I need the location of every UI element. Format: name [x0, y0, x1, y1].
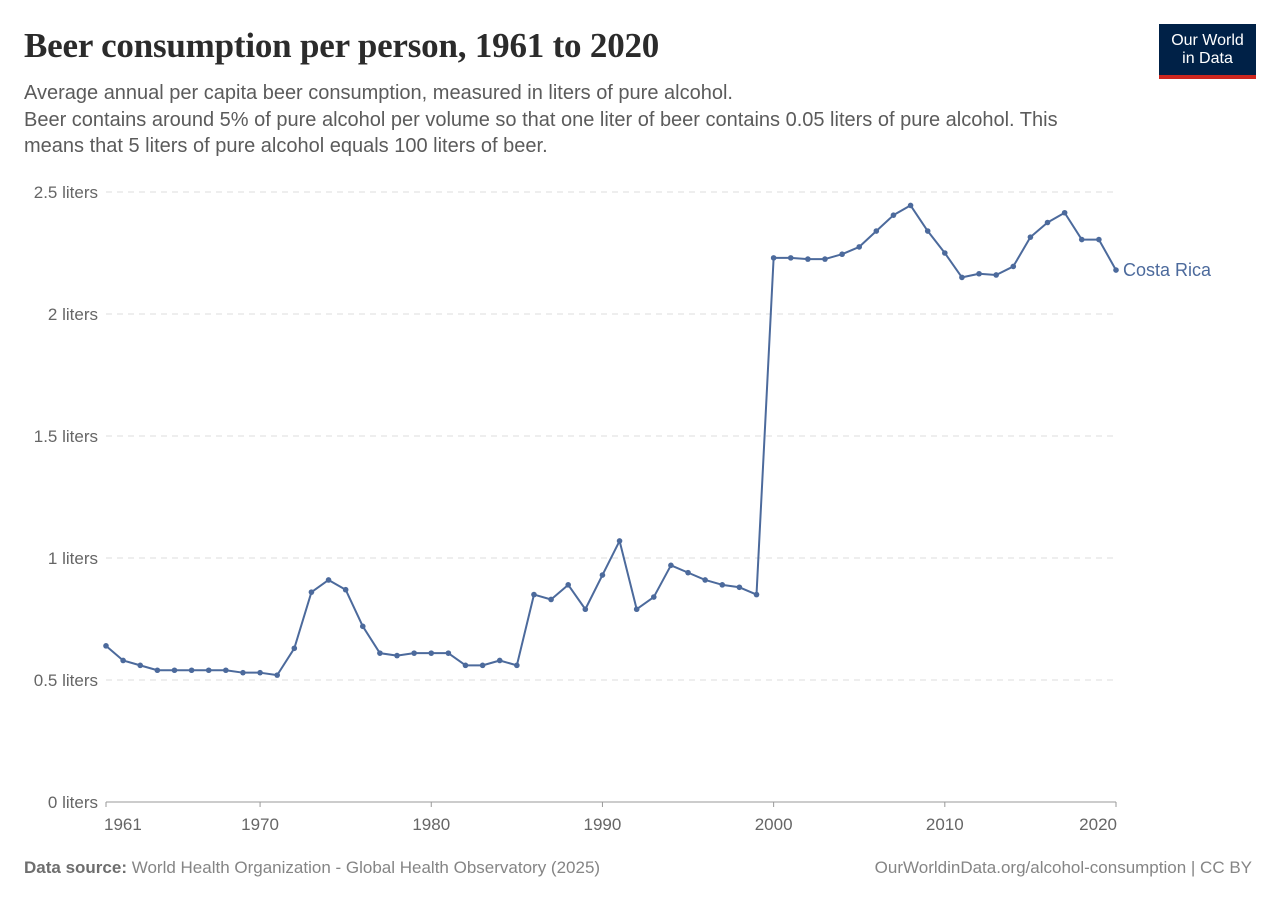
data-point[interactable]	[668, 562, 674, 569]
data-point[interactable]	[890, 212, 897, 218]
x-tick-label: 2020	[1079, 815, 1117, 834]
data-point[interactable]	[582, 606, 589, 613]
y-tick-label: 1 liters	[48, 549, 98, 568]
data-point[interactable]	[240, 669, 246, 676]
x-tick-label: 2000	[755, 815, 793, 834]
data-point[interactable]	[719, 582, 726, 588]
data-point[interactable]	[411, 650, 417, 656]
data-point[interactable]	[633, 606, 640, 613]
data-point[interactable]	[257, 669, 263, 676]
data-point[interactable]	[753, 591, 760, 598]
data-point[interactable]	[171, 667, 178, 674]
data-point[interactable]	[188, 667, 195, 674]
source-url[interactable]: OurWorldinData.org/alcohol-consumption |…	[874, 858, 1252, 877]
data-point[interactable]	[120, 657, 126, 664]
x-axis: 1961 1970 1980 1990 2000 2010 2020	[104, 801, 1117, 834]
data-point[interactable]	[787, 255, 794, 261]
data-point[interactable]	[274, 672, 280, 678]
data-point[interactable]	[223, 667, 229, 674]
data-series[interactable]: Costa Rica	[103, 202, 1212, 678]
data-point[interactable]	[942, 250, 948, 256]
y-tick-label: 0.5 liters	[34, 671, 98, 690]
data-point[interactable]	[394, 652, 400, 659]
data-point[interactable]	[907, 202, 914, 209]
y-axis-labels: 0 liters 0.5 liters 1 liters 1.5 liters 2 li…	[34, 183, 98, 812]
data-point[interactable]	[565, 582, 572, 588]
x-tick-label: 1980	[412, 815, 450, 834]
data-point[interactable]	[342, 586, 349, 593]
logo-line-1: Our World	[1171, 31, 1244, 49]
owid-logo[interactable]: Our World in Data	[1159, 24, 1256, 79]
y-tick-label: 2 liters	[48, 305, 98, 324]
data-point[interactable]	[462, 662, 469, 669]
data-point[interactable]	[377, 650, 383, 656]
data-point[interactable]	[873, 228, 880, 234]
data-source-label: Data source:	[24, 858, 127, 877]
subtitle-line-2: Beer contains around 5% of pure alcohol …	[24, 108, 1058, 158]
data-point[interactable]	[1113, 267, 1119, 273]
data-point[interactable]	[428, 650, 435, 656]
data-point[interactable]	[1044, 219, 1051, 226]
data-point[interactable]	[924, 228, 931, 234]
x-tick-label: 1970	[241, 815, 279, 834]
data-point[interactable]	[976, 270, 982, 277]
data-point[interactable]	[154, 667, 161, 674]
subtitle-line-1: Average annual per capita beer consumpti…	[24, 82, 733, 104]
data-point[interactable]	[291, 645, 298, 652]
grid-lines	[106, 191, 1116, 681]
data-point[interactable]	[959, 274, 965, 281]
data-point[interactable]	[359, 623, 366, 630]
data-point[interactable]	[805, 256, 811, 262]
chart-subtitle: Average annual per capita beer consumpti…	[24, 80, 1084, 160]
series-label[interactable]: Costa Rica	[1123, 260, 1212, 280]
data-point[interactable]	[685, 569, 691, 576]
x-tick-label: 1961	[104, 815, 142, 834]
y-tick-label: 0 liters	[48, 793, 98, 812]
data-point[interactable]	[308, 589, 315, 595]
data-point[interactable]	[205, 667, 212, 674]
data-point[interactable]	[599, 572, 606, 578]
y-tick-label: 2.5 liters	[34, 183, 98, 202]
data-source: Data source: World Health Organization -…	[24, 858, 600, 878]
data-point[interactable]	[496, 657, 503, 664]
logo-line-2: in Data	[1182, 49, 1233, 67]
chart-title: Beer consumption per person, 1961 to 202…	[24, 26, 660, 65]
data-point[interactable]	[736, 584, 743, 591]
data-point[interactable]	[702, 577, 708, 583]
data-point[interactable]	[1027, 234, 1034, 240]
data-point[interactable]	[1010, 263, 1017, 270]
data-point[interactable]	[531, 591, 537, 598]
data-point[interactable]	[856, 244, 863, 250]
data-point[interactable]	[1078, 236, 1085, 243]
data-point[interactable]	[1061, 209, 1068, 216]
data-point[interactable]	[650, 594, 657, 600]
data-point[interactable]	[137, 662, 144, 669]
data-point[interactable]	[993, 272, 999, 278]
series-line-costa-rica[interactable]	[105, 204, 1117, 677]
data-point[interactable]	[445, 650, 452, 656]
data-source-text[interactable]: World Health Organization - Global Healt…	[131, 858, 601, 877]
data-point[interactable]	[103, 643, 109, 649]
y-tick-label: 1.5 liters	[34, 427, 98, 446]
x-tick-label: 2010	[926, 815, 964, 834]
data-point[interactable]	[770, 255, 777, 261]
data-point[interactable]	[822, 256, 828, 262]
x-tick-label: 1990	[584, 815, 622, 834]
data-point[interactable]	[325, 577, 332, 583]
data-point[interactable]	[616, 538, 623, 544]
data-point[interactable]	[548, 596, 554, 603]
data-point[interactable]	[479, 662, 486, 669]
data-point[interactable]	[514, 662, 520, 669]
data-point[interactable]	[839, 251, 845, 258]
data-point[interactable]	[1096, 236, 1102, 243]
